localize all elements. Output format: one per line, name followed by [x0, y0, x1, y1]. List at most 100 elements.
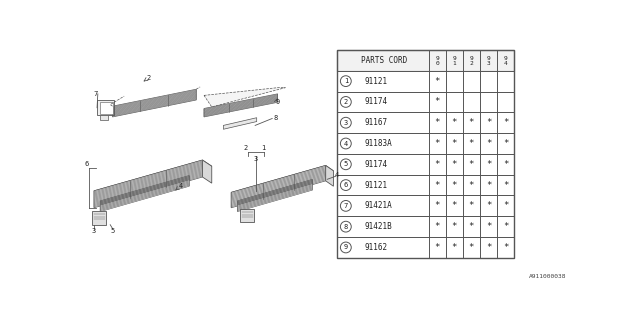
- Polygon shape: [337, 133, 514, 154]
- Polygon shape: [241, 209, 254, 222]
- Text: *: *: [452, 201, 457, 210]
- Text: 9: 9: [504, 56, 508, 61]
- Text: *: *: [486, 118, 491, 127]
- Text: *: *: [503, 118, 508, 127]
- Text: 2: 2: [244, 145, 248, 151]
- Text: *: *: [468, 222, 474, 231]
- Polygon shape: [100, 175, 189, 212]
- Text: 1: 1: [262, 145, 266, 151]
- Text: *: *: [503, 222, 508, 231]
- Text: 4: 4: [179, 183, 183, 189]
- Text: *: *: [468, 201, 474, 210]
- Text: *: *: [435, 222, 440, 231]
- Text: *: *: [468, 160, 474, 169]
- Text: 5: 5: [111, 228, 115, 234]
- Text: *: *: [503, 243, 508, 252]
- Polygon shape: [337, 112, 514, 133]
- Polygon shape: [204, 94, 278, 117]
- Polygon shape: [337, 216, 514, 237]
- Text: 9: 9: [275, 99, 280, 105]
- Circle shape: [340, 159, 351, 170]
- Circle shape: [340, 97, 351, 107]
- Text: 91183A: 91183A: [364, 139, 392, 148]
- Text: 8: 8: [344, 224, 348, 230]
- Polygon shape: [237, 179, 312, 212]
- Text: 91174: 91174: [364, 97, 388, 107]
- Circle shape: [340, 201, 351, 211]
- Polygon shape: [97, 100, 114, 116]
- Circle shape: [340, 180, 351, 190]
- Polygon shape: [100, 116, 108, 120]
- Text: *: *: [452, 180, 457, 189]
- Circle shape: [340, 242, 351, 253]
- Text: 91174: 91174: [364, 160, 388, 169]
- Text: *: *: [486, 139, 491, 148]
- Text: *: *: [452, 118, 457, 127]
- Text: 7: 7: [93, 91, 98, 97]
- Text: A911000038: A911000038: [529, 274, 566, 279]
- Polygon shape: [204, 88, 285, 107]
- Text: 7: 7: [344, 203, 348, 209]
- Text: 3: 3: [344, 120, 348, 126]
- Polygon shape: [202, 160, 212, 183]
- Text: 3: 3: [486, 61, 490, 66]
- Text: *: *: [435, 160, 440, 169]
- Text: PARTS CORD: PARTS CORD: [362, 56, 408, 65]
- Polygon shape: [223, 118, 257, 129]
- Text: *: *: [468, 243, 474, 252]
- Text: *: *: [435, 201, 440, 210]
- Polygon shape: [337, 196, 514, 216]
- Text: 91167: 91167: [364, 118, 388, 127]
- Text: 9: 9: [452, 56, 456, 61]
- Polygon shape: [337, 175, 514, 196]
- Text: *: *: [468, 180, 474, 189]
- Text: 3: 3: [92, 228, 96, 234]
- Text: 9: 9: [486, 56, 490, 61]
- Polygon shape: [231, 165, 326, 208]
- Text: *: *: [435, 97, 440, 107]
- Text: *: *: [486, 243, 491, 252]
- Text: 5: 5: [344, 161, 348, 167]
- Text: 91421B: 91421B: [364, 222, 392, 231]
- Text: *: *: [503, 139, 508, 148]
- Text: *: *: [468, 139, 474, 148]
- Text: 2: 2: [344, 99, 348, 105]
- Text: *: *: [452, 160, 457, 169]
- Polygon shape: [92, 211, 106, 225]
- Text: 91421A: 91421A: [364, 201, 392, 210]
- Text: 1: 1: [452, 61, 456, 66]
- Text: *: *: [468, 118, 474, 127]
- Polygon shape: [337, 71, 514, 92]
- Text: 2: 2: [470, 61, 473, 66]
- Text: 91121: 91121: [364, 180, 388, 189]
- Text: *: *: [435, 180, 440, 189]
- Text: *: *: [503, 201, 508, 210]
- Text: 1: 1: [344, 78, 348, 84]
- Text: 9: 9: [435, 56, 439, 61]
- Polygon shape: [231, 165, 333, 198]
- Text: *: *: [503, 160, 508, 169]
- Text: *: *: [435, 243, 440, 252]
- Text: 0: 0: [435, 61, 439, 66]
- Text: *: *: [486, 180, 491, 189]
- Text: *: *: [486, 160, 491, 169]
- Text: *: *: [486, 201, 491, 210]
- Text: 91162: 91162: [364, 243, 388, 252]
- Circle shape: [340, 138, 351, 149]
- Polygon shape: [337, 92, 514, 112]
- Text: *: *: [435, 118, 440, 127]
- Text: 8: 8: [273, 116, 277, 122]
- Polygon shape: [94, 160, 202, 208]
- Text: 91121: 91121: [364, 76, 388, 86]
- Polygon shape: [326, 165, 333, 186]
- Text: *: *: [435, 76, 440, 86]
- Text: *: *: [452, 243, 457, 252]
- Text: 4: 4: [504, 61, 508, 66]
- Text: 9: 9: [344, 244, 348, 251]
- Text: *: *: [452, 139, 457, 148]
- Polygon shape: [94, 160, 212, 197]
- Text: 6: 6: [344, 182, 348, 188]
- Text: *: *: [452, 222, 457, 231]
- Text: 4: 4: [344, 140, 348, 147]
- Text: 9: 9: [470, 56, 473, 61]
